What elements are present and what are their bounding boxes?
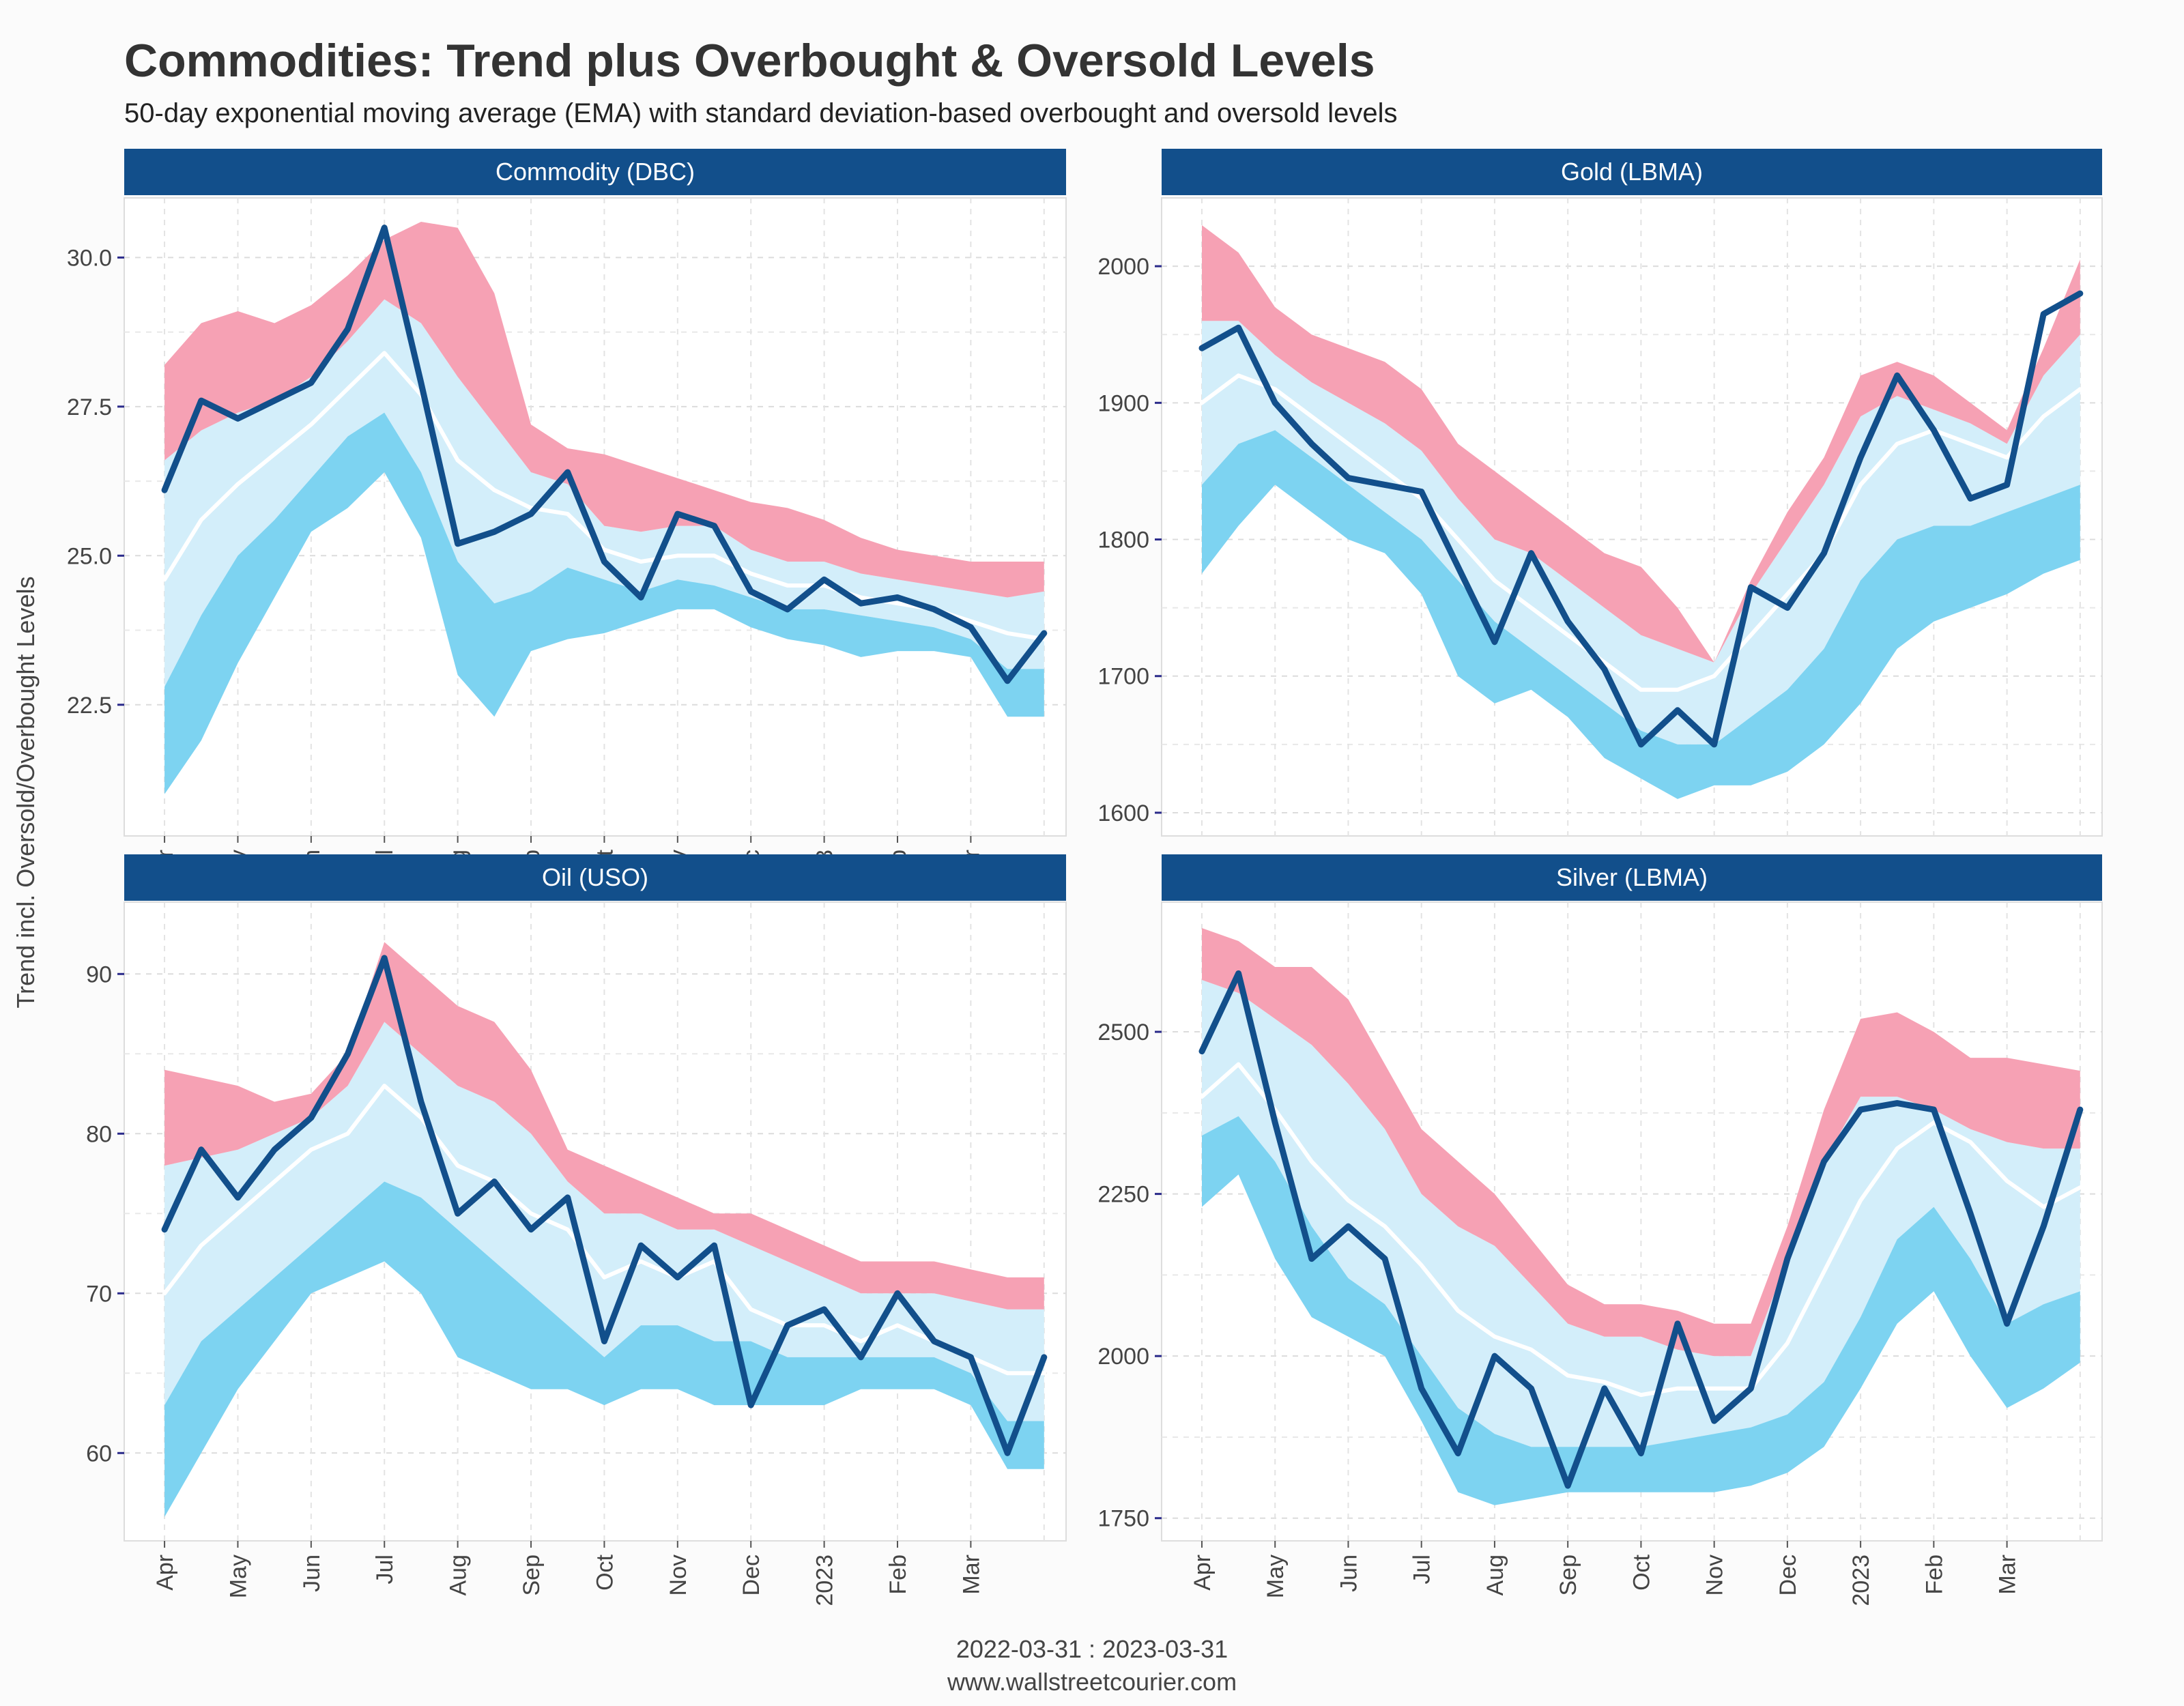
x-tick-label: Feb [885, 1555, 911, 1595]
panel-strip [1162, 149, 2102, 195]
y-tick-label: 1700 [1097, 664, 1149, 690]
y-tick-label: 27.5 [67, 394, 112, 420]
price-line [161, 955, 1048, 1456]
panel-strip-label: Silver (LBMA) [1556, 863, 1708, 891]
x-tick-label: Aug [446, 1555, 472, 1596]
y-tick-label: 2000 [1097, 1344, 1149, 1370]
date-range-caption: 2022-03-31 : 2023-03-31 [956, 1635, 1228, 1663]
y-tick-label: 60 [86, 1441, 112, 1466]
overbought-band [1202, 225, 2080, 663]
x-tick-label: Oct [592, 1554, 618, 1590]
x-tick-label: May [1263, 1555, 1289, 1598]
panel-strip [1162, 854, 2102, 901]
y-tick-label: 2250 [1097, 1182, 1149, 1208]
price-line [161, 225, 1048, 684]
panel-1: Gold (LBMA) 1600 1700 1800 1900 2000 [1097, 149, 2103, 837]
y-tick-label: 22.5 [67, 693, 112, 719]
y-tick-label: 1600 [1097, 800, 1149, 826]
site-caption: www.wallstreetcourier.com [947, 1668, 1237, 1696]
y-tick-label: 1800 [1097, 527, 1149, 553]
y-tick-label: 70 [86, 1281, 112, 1307]
ema-line [1200, 1062, 2082, 1398]
y-tick-label: 2500 [1097, 1020, 1149, 1045]
y-tick-label: 90 [86, 962, 112, 987]
x-tick-label: Nov [1702, 1555, 1728, 1595]
x-tick-label: Apr [1190, 1555, 1216, 1591]
overbought-band [164, 222, 1044, 598]
y-tick-label: 80 [86, 1121, 112, 1147]
overbought-band [1202, 928, 2080, 1357]
overbought-band [164, 942, 1044, 1310]
x-tick-label: Mar [958, 1555, 984, 1595]
oversold-band [164, 412, 1044, 794]
x-tick-label: Sep [519, 1555, 545, 1596]
x-tick-label: Mar [1995, 1555, 2021, 1595]
chart-title: Commodities: Trend plus Overbought & Ove… [124, 35, 1375, 87]
x-tick-label: Dec [1775, 1555, 1801, 1595]
x-tick-label: Sep [1555, 1555, 1581, 1596]
panel-3: Silver (LBMA) 1750 2000 2250 2500 Apr May Jun Ju… [1097, 854, 2103, 1606]
x-tick-label: May [225, 1555, 251, 1598]
x-tick-label: Aug [1482, 1555, 1508, 1596]
y-tick-label: 25.0 [67, 543, 112, 569]
x-tick-label: Oct [1628, 1554, 1654, 1590]
x-tick-label: Jun [1336, 1555, 1362, 1592]
ema-line [162, 351, 1046, 641]
ema-line [162, 1084, 1046, 1376]
neutral-band [164, 299, 1044, 687]
x-tick-label: Feb [1921, 1555, 1947, 1595]
x-tick-label: 2023 [1848, 1555, 1874, 1606]
neutral-band [1202, 980, 2080, 1447]
price-line [1198, 970, 2084, 1489]
panel-strip [124, 854, 1066, 901]
chart-subtitle: 50-day exponential moving average (EMA) … [124, 98, 1398, 128]
oversold-band [1202, 430, 2080, 799]
x-tick-label: 2023 [812, 1555, 838, 1606]
x-tick-label: Apr [152, 1555, 178, 1591]
panel-strip-label: Gold (LBMA) [1561, 158, 1703, 186]
neutral-band [1202, 321, 2080, 744]
x-tick-label: Dec [738, 1555, 764, 1595]
panel-2: Oil (USO) 60 70 80 90 Apr May Jun Jul Aug Sep Oct No… [86, 854, 1067, 1606]
price-line [1198, 290, 2084, 748]
neutral-band [164, 1022, 1044, 1421]
panel-0: Commodity (DBC)22.525.027.530.0AprMayJun… [67, 149, 1067, 901]
x-tick-label: Jul [1409, 1555, 1435, 1584]
y-tick-label: 30.0 [67, 245, 112, 271]
y-tick-label: 2000 [1097, 254, 1149, 280]
x-tick-label: Jul [372, 1555, 398, 1584]
x-tick-label: Nov [665, 1555, 691, 1595]
x-tick-label: Jun [299, 1555, 325, 1592]
y-tick-label: 1750 [1097, 1506, 1149, 1532]
panel-strip-label: Oil (USO) [542, 863, 648, 891]
y-tick-label: 1900 [1097, 390, 1149, 416]
oversold-band [1202, 1116, 2080, 1505]
panel-strip-label: Commodity (DBC) [495, 158, 695, 186]
panel-strip [124, 149, 1066, 195]
